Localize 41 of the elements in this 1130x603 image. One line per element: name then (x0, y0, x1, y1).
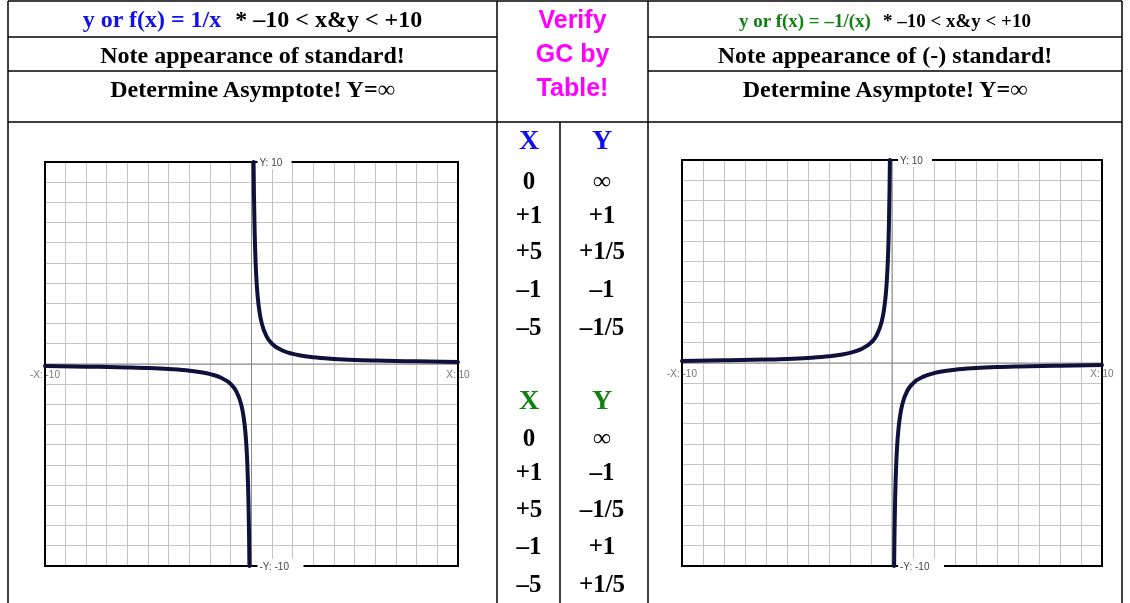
x-tick-label: -X: -10 (666, 368, 698, 379)
text: Note appearance of (-) standard! (717, 42, 1053, 68)
text: –1 (515, 532, 542, 559)
x-tick-label: -X: -10 (29, 369, 61, 380)
text: +5 (515, 237, 543, 264)
x-tick-label: X: 10 (446, 369, 471, 380)
text: Determine Asymptote! Y=∞ (742, 76, 1028, 102)
text: –1/5 (578, 313, 625, 340)
text: –5 (515, 313, 542, 340)
chart-title: y or f(x) = –1/(x) (739, 10, 871, 32)
text: 0 (522, 424, 536, 451)
text: –1 (588, 275, 615, 302)
text: –1/5 (578, 495, 625, 522)
text: +1 (515, 458, 543, 485)
text: +1 (588, 201, 616, 228)
y-tick-label: Y: 10 (259, 156, 283, 168)
text: Verify GC by Table! (535, 5, 610, 101)
chart-subtitle: * –10 < x&y < +10 (235, 6, 423, 32)
text: 0 (522, 167, 536, 194)
text: Y (591, 124, 613, 155)
chart-title: y or f(x) = 1/x (82, 6, 222, 32)
text: +5 (515, 495, 543, 522)
text: –1 (515, 275, 542, 302)
text: X (518, 124, 540, 155)
text: +1/5 (578, 237, 626, 264)
text: +1 (588, 532, 616, 559)
text: –1 (588, 458, 615, 485)
text: +1 (515, 201, 543, 228)
x-tick-label: X: 10 (1090, 368, 1115, 379)
text: Note appearance of standard! (100, 42, 405, 68)
chart-subtitle: * –10 < x&y < +10 (882, 10, 1031, 31)
text: ∞ (593, 167, 612, 194)
text: –5 (515, 570, 542, 597)
y-tick-label: Y: 10 (900, 154, 924, 166)
text: X (518, 384, 540, 415)
text: +1/5 (578, 570, 626, 597)
y-tick-label: -Y: -10 (259, 560, 290, 572)
text: Y (591, 384, 613, 415)
text: Determine Asymptote! Y=∞ (110, 76, 395, 102)
text: ∞ (593, 424, 612, 451)
y-tick-label: -Y: -10 (900, 560, 930, 572)
